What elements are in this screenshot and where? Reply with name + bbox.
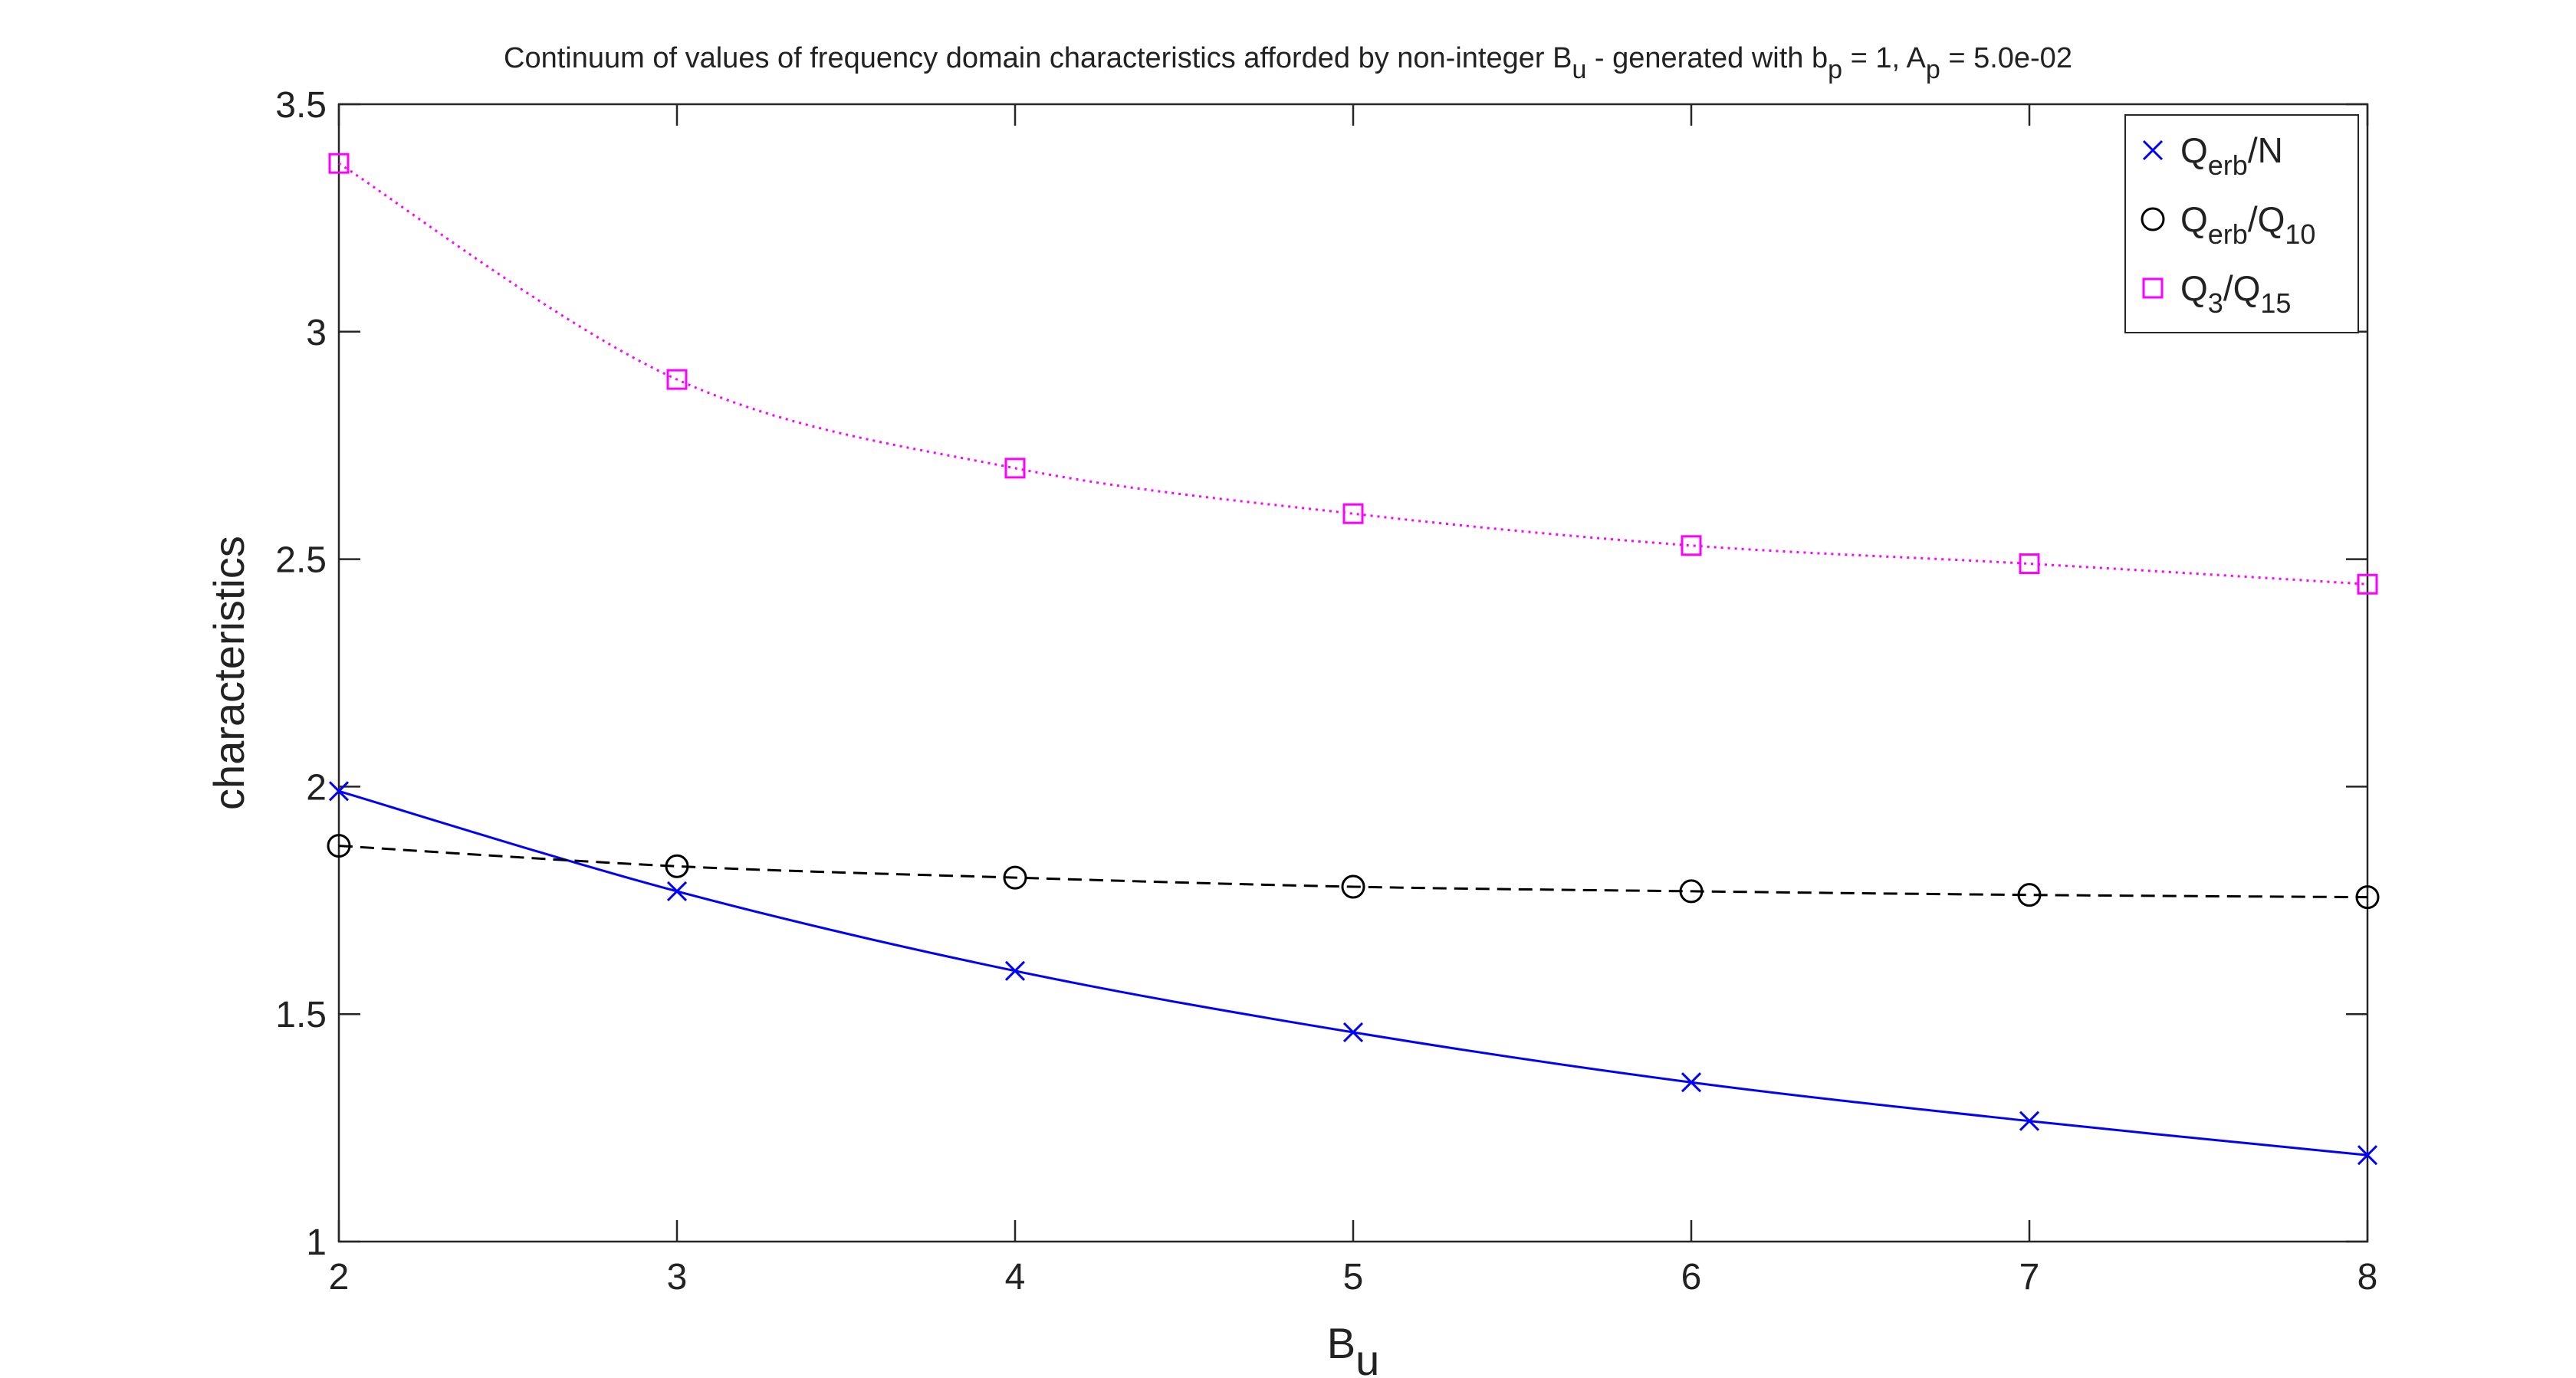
x-tick-label: 4	[1005, 1257, 1026, 1298]
x-tick-label: 6	[1681, 1257, 1702, 1298]
x-tick-label: 5	[1343, 1257, 1364, 1298]
x-marker	[1681, 1072, 1702, 1093]
square-marker	[666, 369, 688, 390]
x-tick-labels: 2 3 4 5 6 7 8	[329, 1257, 2378, 1298]
x-tick-label: 3	[667, 1257, 688, 1298]
legend-square-marker	[2142, 277, 2164, 299]
x-marker	[1342, 1022, 1364, 1043]
y-tick-label: 2	[306, 767, 327, 808]
series-line-2	[338, 162, 2368, 586]
legend-label: Qerb/N	[2180, 130, 2283, 181]
circle-marker	[2355, 885, 2380, 910]
y-tick-label: 3.5	[275, 85, 327, 126]
x-marker	[2357, 1145, 2378, 1166]
y-tick-label: 2.5	[275, 540, 327, 581]
y-tick-label: 1	[306, 1222, 327, 1263]
series-layer	[327, 153, 2380, 1166]
circle-marker	[1341, 874, 1365, 899]
square-marker	[1681, 535, 1702, 556]
legend-label: Q3/Q15	[2180, 268, 2291, 319]
square-marker	[328, 153, 350, 174]
axis-ticks	[337, 103, 2369, 1243]
legend-x-marker	[2142, 139, 2164, 161]
circle-marker	[1679, 879, 1704, 904]
legend-item: Qerb/N	[2142, 130, 2283, 181]
x-tick-label: 7	[2019, 1257, 2040, 1298]
square-marker	[2357, 573, 2378, 595]
x-marker	[666, 881, 688, 901]
circle-marker	[2017, 883, 2042, 907]
y-tick-labels: 1 1.5 2 2.5 3 3.5	[275, 85, 327, 1263]
square-marker	[1004, 458, 1026, 479]
x-marker	[1004, 960, 1026, 981]
legend-item: Q3/Q15	[2142, 268, 2291, 319]
circle-marker	[665, 854, 689, 878]
x-marker	[328, 781, 350, 802]
y-axis-title: characteristics	[205, 536, 253, 810]
square-marker	[2019, 553, 2040, 575]
x-axis-title: Bu	[1327, 1319, 1380, 1378]
legend-circle-marker	[2141, 207, 2165, 231]
legend-label: Qerb/Q10	[2180, 199, 2315, 250]
legend-box	[2124, 114, 2359, 333]
circle-marker	[327, 834, 351, 858]
x-tick-label: 2	[329, 1257, 350, 1298]
plot-area	[337, 103, 2369, 1243]
legend: Qerb/N Qerb/Q10 Q3/Q15	[2124, 114, 2359, 333]
y-tick-label: 1.5	[275, 995, 327, 1035]
series-line-1	[338, 845, 2368, 899]
legend-item: Qerb/Q10	[2141, 199, 2315, 250]
square-marker	[1342, 503, 1364, 524]
x-marker	[2019, 1111, 2040, 1131]
x-tick-label: 8	[2358, 1257, 2378, 1298]
chart-title: Continuum of values of frequency domain …	[504, 42, 2072, 84]
y-tick-label: 3	[306, 313, 327, 353]
circle-marker	[1003, 865, 1027, 890]
